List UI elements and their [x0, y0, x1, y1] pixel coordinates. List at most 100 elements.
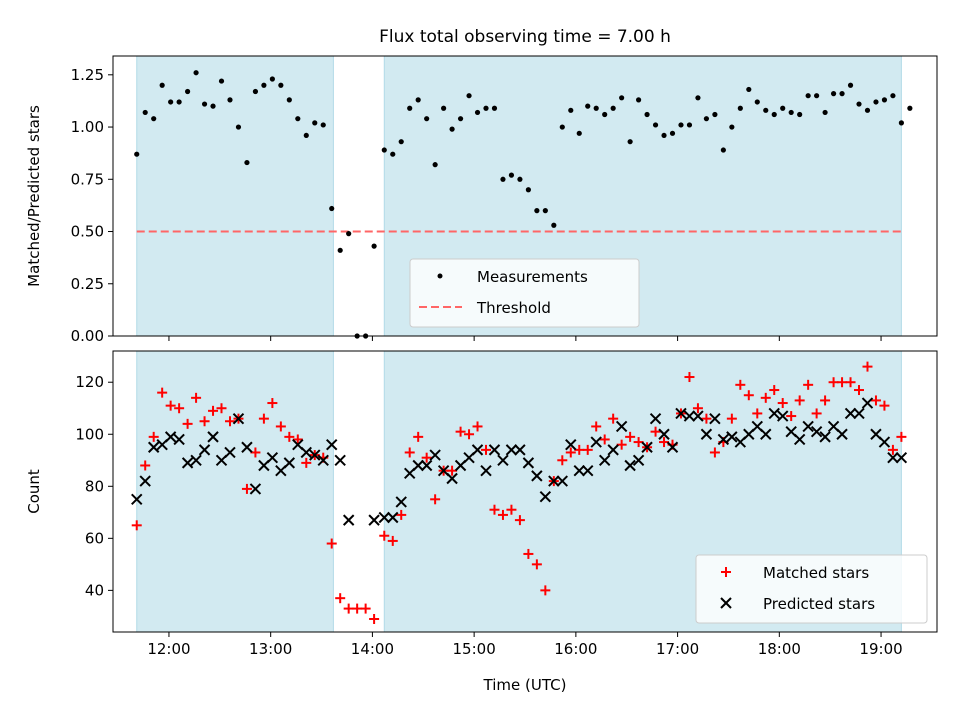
matched-star-point — [887, 444, 898, 455]
measurement-point — [432, 162, 438, 168]
matched-star-point — [396, 509, 407, 520]
x-tick-label: 15:00 — [453, 640, 496, 658]
matched-star-point — [862, 361, 873, 372]
matched-star-point — [811, 408, 822, 419]
matched-star-point — [633, 437, 644, 448]
predicted-star-point — [488, 444, 501, 456]
predicted-star-point — [760, 428, 772, 440]
matched-star-point — [752, 408, 763, 419]
matched-star-point — [557, 455, 568, 466]
predicted-star-point — [793, 433, 806, 446]
predicted-star-point — [181, 457, 194, 469]
measurement-point — [627, 139, 633, 145]
predicted-star-point — [505, 444, 518, 456]
measurement-point — [907, 105, 913, 111]
matched-star-point — [447, 465, 458, 476]
measurement-point — [669, 130, 676, 136]
matched-star-point — [709, 447, 720, 458]
x-tick-label: 19:00 — [859, 640, 902, 658]
predicted-star-point — [590, 436, 602, 448]
matched-star-point — [786, 411, 797, 422]
predicted-star-point — [887, 451, 899, 464]
measurement-point — [686, 122, 693, 128]
measurement-point — [619, 95, 625, 101]
measurement-point — [568, 107, 574, 113]
matched-star-point — [148, 431, 159, 442]
bottom-x-ticks: 12:00 13:00 14:00 15:00 16:00 17:00 18:00 19:00 — [147, 632, 903, 658]
predicted-star-point — [895, 451, 908, 464]
measurement-point — [678, 122, 684, 128]
measurement-point — [729, 124, 735, 130]
matched-star-point — [387, 535, 398, 546]
matched-star-point — [721, 567, 731, 577]
predicted-star-point — [819, 431, 831, 443]
predicted-star-point — [514, 444, 526, 456]
measurement-point — [441, 105, 447, 111]
matched-star-point — [464, 429, 475, 440]
measurement-point — [602, 111, 608, 118]
matched-star-point — [574, 444, 585, 455]
matched-star-point — [191, 392, 202, 403]
measurement-point — [754, 99, 760, 105]
predicted-star-point — [224, 446, 236, 459]
matched-star-point — [421, 452, 432, 463]
predicted-star-point — [147, 441, 160, 453]
matched-star-point — [292, 434, 303, 445]
measurement-point — [193, 70, 199, 76]
predicted-star-point — [446, 472, 458, 485]
measurement-point — [763, 107, 769, 113]
predicted-star-point — [810, 425, 823, 438]
measurement-point — [252, 88, 259, 95]
matched-star-point — [769, 385, 780, 396]
measurement-point — [381, 147, 387, 153]
matched-star-point — [182, 418, 193, 429]
x-tick-label: 14:00 — [351, 640, 394, 658]
x-tick-label: 17:00 — [656, 640, 699, 658]
matched-star-point — [625, 431, 636, 442]
predicted-star-point — [164, 431, 177, 443]
matched-star-point — [777, 398, 788, 409]
matched-star-point — [455, 426, 466, 437]
matched-star-point — [879, 400, 890, 411]
matched-star-point — [481, 444, 492, 455]
predicted-star-point — [700, 428, 713, 440]
x-tick-label: 18:00 — [758, 640, 801, 658]
matched-star-point — [845, 377, 856, 388]
bottom-legend: Matched stars Predicted stars — [695, 554, 928, 624]
predicted-star-point — [582, 464, 594, 477]
matched-star-point — [404, 447, 415, 458]
matched-star-point — [870, 395, 881, 406]
matched-star-point — [692, 403, 703, 414]
measurement-point — [864, 107, 871, 113]
predicted-star-point — [607, 444, 619, 456]
measurement-point — [551, 222, 557, 228]
top-legend: Measurements Threshold — [409, 258, 640, 328]
predicted-star-point — [556, 475, 569, 487]
y-tick-label: 60 — [85, 529, 104, 547]
matched-star-point — [735, 379, 746, 390]
measurement-point — [720, 147, 726, 153]
matched-star-point — [820, 395, 831, 406]
matched-star-point — [326, 538, 337, 549]
measurement-point — [797, 111, 803, 118]
predicted-star-point — [861, 397, 874, 409]
x-axis-label: Time (UTC) — [483, 676, 567, 694]
matched-star-point — [157, 387, 168, 398]
measurement-point — [585, 103, 591, 109]
measurement-point — [278, 82, 284, 88]
matched-star-point — [369, 613, 380, 624]
y-tick-label: 0.25 — [71, 275, 104, 293]
predicted-star-point — [548, 475, 560, 487]
matched-star-point — [837, 377, 848, 388]
predicted-star-point — [878, 436, 891, 448]
measurement-point — [134, 151, 140, 157]
observing-window-0 — [136, 350, 334, 633]
predicted-star-point — [777, 410, 789, 422]
measurement-point — [746, 86, 752, 93]
predicted-star-point — [726, 431, 738, 443]
matched-star-point — [352, 603, 363, 614]
x-tick-label: 16:00 — [554, 640, 597, 658]
measurement-point — [635, 97, 642, 103]
predicted-star-point — [802, 420, 814, 433]
measurement-point — [371, 243, 377, 249]
